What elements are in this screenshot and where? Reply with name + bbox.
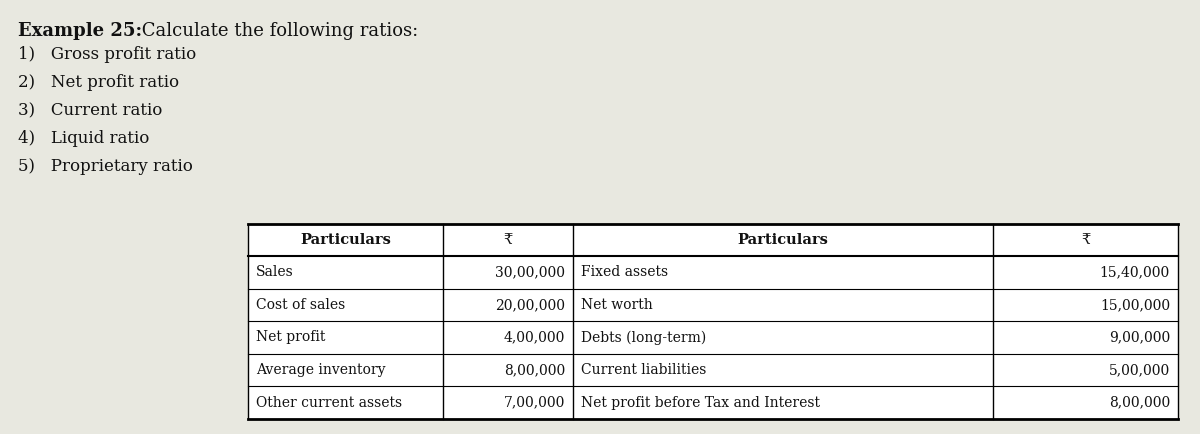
Text: 15,40,000: 15,40,000	[1099, 265, 1170, 279]
Text: ₹: ₹	[1081, 233, 1090, 247]
Text: 4)   Liquid ratio: 4) Liquid ratio	[18, 130, 149, 147]
Text: Net profit before Tax and Interest: Net profit before Tax and Interest	[581, 396, 820, 410]
Text: 8,00,000: 8,00,000	[1109, 396, 1170, 410]
Text: Average inventory: Average inventory	[256, 363, 385, 377]
Text: 15,00,000: 15,00,000	[1100, 298, 1170, 312]
Text: 5,00,000: 5,00,000	[1109, 363, 1170, 377]
Text: 8,00,000: 8,00,000	[504, 363, 565, 377]
Text: Particulars: Particulars	[738, 233, 828, 247]
Text: Debts (long-term): Debts (long-term)	[581, 330, 707, 345]
Text: ₹: ₹	[503, 233, 512, 247]
Text: Example 25:: Example 25:	[18, 22, 142, 40]
Text: 20,00,000: 20,00,000	[496, 298, 565, 312]
Text: 9,00,000: 9,00,000	[1109, 331, 1170, 345]
Text: Cost of sales: Cost of sales	[256, 298, 346, 312]
Text: 7,00,000: 7,00,000	[504, 396, 565, 410]
Text: 4,00,000: 4,00,000	[504, 331, 565, 345]
Text: 5)   Proprietary ratio: 5) Proprietary ratio	[18, 158, 193, 175]
Text: Current liabilities: Current liabilities	[581, 363, 707, 377]
Text: Net worth: Net worth	[581, 298, 653, 312]
Text: Sales: Sales	[256, 265, 294, 279]
Text: Particulars: Particulars	[300, 233, 391, 247]
Text: Net profit: Net profit	[256, 331, 325, 345]
Text: 30,00,000: 30,00,000	[496, 265, 565, 279]
Text: 3)   Current ratio: 3) Current ratio	[18, 102, 162, 119]
Text: Fixed assets: Fixed assets	[581, 265, 668, 279]
Text: Calculate the following ratios:: Calculate the following ratios:	[136, 22, 419, 40]
Text: 2)   Net profit ratio: 2) Net profit ratio	[18, 74, 179, 91]
Text: 1)   Gross profit ratio: 1) Gross profit ratio	[18, 46, 197, 63]
Text: Other current assets: Other current assets	[256, 396, 402, 410]
Bar	[248, 224, 1178, 419]
